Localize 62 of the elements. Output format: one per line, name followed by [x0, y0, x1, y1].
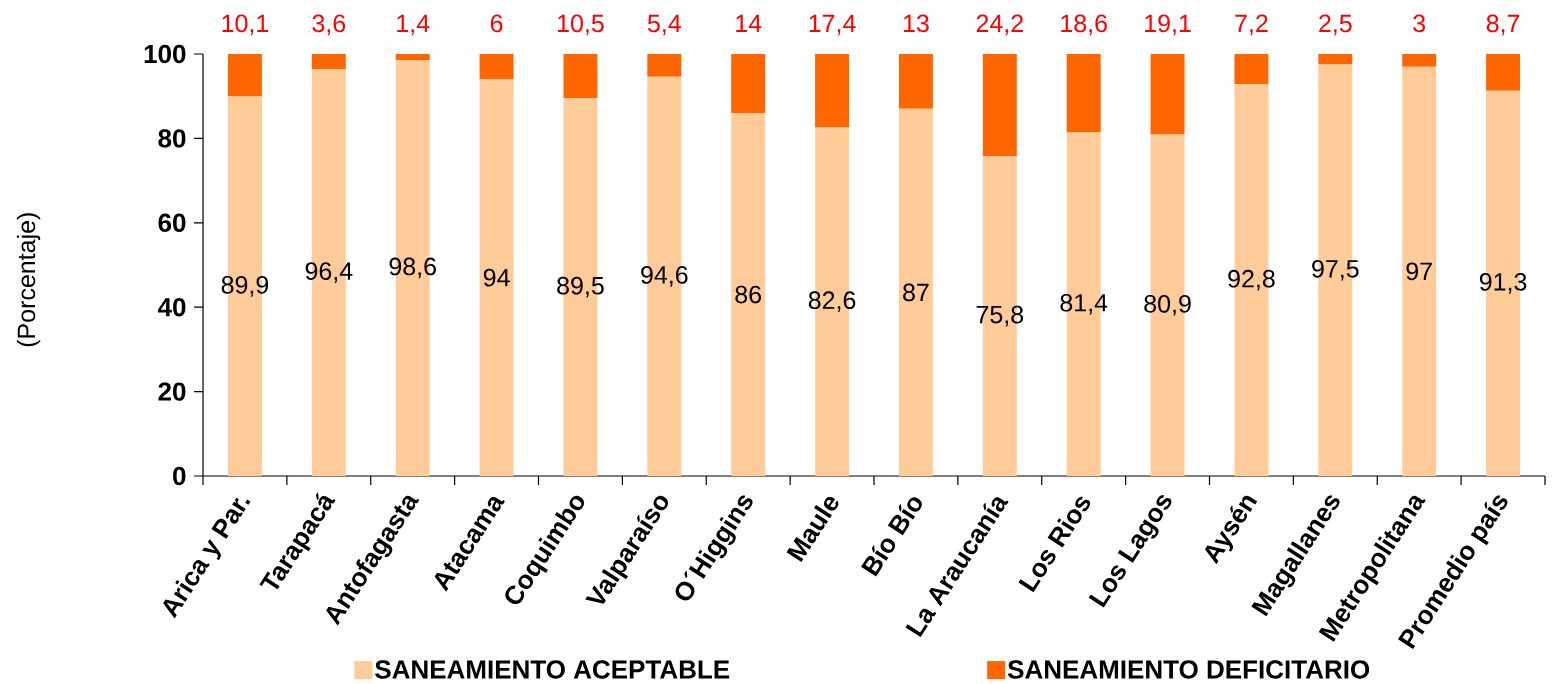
bar: [479, 53, 514, 80]
bar: [898, 108, 933, 476]
data-label: 94,6: [641, 266, 688, 287]
y-tick-label: 0: [173, 466, 186, 486]
bar: [982, 53, 1017, 157]
bar: [898, 53, 933, 109]
data-label: 7,2: [1235, 14, 1268, 36]
data-label: 94: [483, 268, 510, 287]
legend-label: SANEAMIENTO ACEPTABLE: [375, 660, 730, 679]
bar: [479, 79, 514, 476]
data-label: 18,6: [1061, 14, 1107, 36]
bar: [1402, 66, 1437, 476]
data-label: 91,3: [1479, 273, 1527, 294]
bar: [731, 113, 766, 476]
bar: [1066, 53, 1101, 133]
data-label: 96,4: [305, 262, 353, 283]
data-label: 14: [736, 14, 762, 32]
data-label: 5,4: [647, 14, 681, 36]
data-label: 92,8: [1228, 269, 1275, 291]
data-label: 97: [1406, 262, 1432, 281]
data-label: 89,9: [221, 275, 269, 297]
data-label: 3: [1413, 14, 1426, 33]
bar: [227, 53, 262, 97]
data-label: 6: [490, 14, 503, 33]
data-label: 8,7: [1486, 14, 1520, 36]
data-label: 82,6: [808, 291, 856, 313]
data-label: 2,5: [1319, 14, 1352, 36]
data-label: 98,6: [389, 257, 436, 279]
data-label: 97,5: [1312, 259, 1359, 281]
data-label: 13: [903, 14, 929, 33]
bar: [1150, 53, 1185, 135]
y-tick-label: 20: [158, 382, 186, 401]
x-tick-label: Bío Bío: [861, 497, 922, 577]
data-label: 17,4: [809, 14, 856, 36]
bar: [395, 53, 430, 60]
data-label: 10,5: [558, 14, 604, 36]
data-label: 80,9: [1144, 294, 1191, 316]
y-tick-label: 80: [158, 129, 186, 148]
data-label: 86: [735, 285, 761, 304]
bar: [311, 53, 346, 70]
data-label: 19,1: [1145, 14, 1191, 36]
bar: [647, 53, 682, 77]
bar: [731, 53, 766, 114]
data-label: 89,5: [557, 276, 604, 298]
bar: [1402, 53, 1437, 67]
data-label: 75,8: [976, 305, 1024, 327]
bar: [563, 53, 598, 99]
y-axis-title: (Porcentaje): [16, 213, 41, 347]
bar: [1318, 53, 1353, 65]
y-tick-label: 40: [157, 297, 186, 317]
data-label: 87: [903, 283, 929, 302]
data-label: 24,2: [976, 14, 1023, 36]
bar: [1486, 53, 1521, 91]
bar: [1234, 53, 1269, 85]
bar: [815, 53, 850, 128]
data-label: 1,4: [397, 14, 430, 36]
data-label: 3,6: [312, 14, 346, 36]
data-label: 81,4: [1060, 293, 1108, 315]
legend-label: SANEAMIENTO DEFICITARIO: [1007, 660, 1370, 679]
y-tick-label: 60: [158, 213, 186, 232]
y-tick-label: 100: [144, 44, 186, 64]
data-label: 10,1: [222, 14, 269, 36]
